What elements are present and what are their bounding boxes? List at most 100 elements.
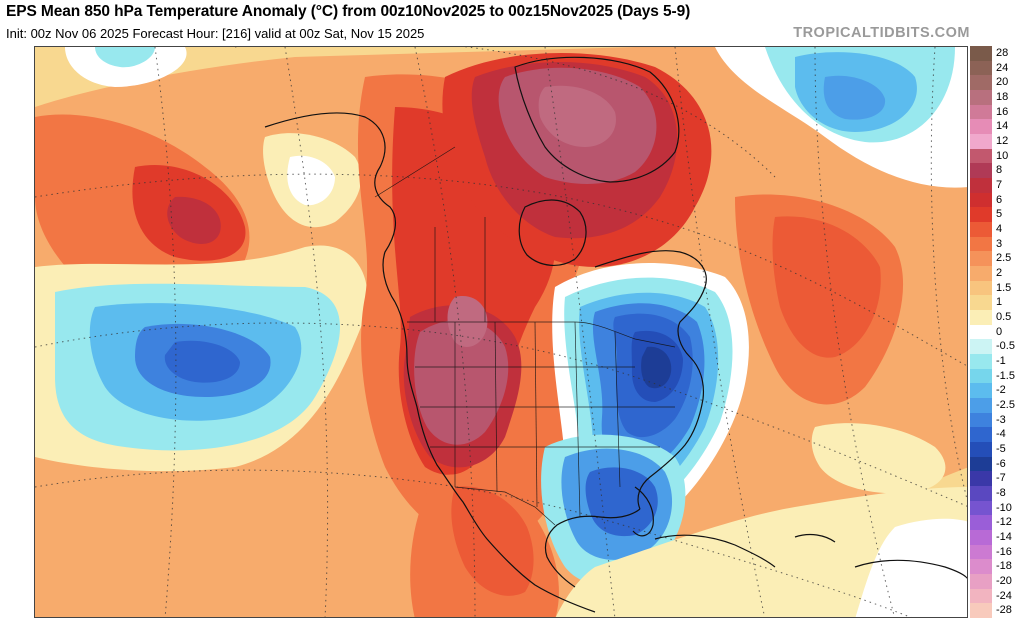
colorbar-label: -1: [996, 355, 1006, 367]
coast-pacific-nw: [394, 301, 596, 613]
field-white-alaska: [287, 155, 335, 206]
colorbar-swatch: [970, 60, 992, 76]
border-state-3: [534, 321, 538, 508]
colorbar-level: -18: [970, 559, 1024, 574]
colorbar-label: 1.5: [996, 281, 1012, 294]
coast-hudson-bay: [518, 199, 587, 266]
coast-alaska: [264, 112, 397, 303]
colorbar-level: -0.5: [970, 339, 1024, 354]
field-navy-pacific: [164, 340, 240, 383]
colorbar-label: -4: [996, 428, 1006, 441]
field-darkblue-gulf: [585, 467, 658, 537]
coast-greenland: [514, 56, 680, 183]
colorbar-label: -24: [996, 589, 1012, 602]
colorbar-level: -8: [970, 486, 1024, 501]
colorbar-swatch: [970, 442, 992, 457]
colorbar-level: -5: [970, 442, 1024, 457]
colorbar-label: -3: [996, 413, 1006, 426]
colorbar-swatch: [970, 574, 992, 589]
graticule-lon-7: [930, 47, 967, 502]
coast-gulf: [544, 508, 641, 588]
site-watermark[interactable]: TROPICALTIDBITS.COM: [793, 25, 970, 41]
colorbar-level: -1: [970, 354, 1024, 369]
coast-hispaniola: [794, 533, 836, 543]
coast-cuba: [654, 534, 776, 568]
colorbar-swatch: [970, 603, 992, 618]
colorbar-swatch: [970, 456, 992, 472]
colorbar-level: -24: [970, 588, 1024, 604]
colorbar-label: -10: [996, 501, 1012, 514]
colorbar-level: 14: [970, 119, 1024, 134]
colorbar-swatch: [970, 412, 992, 428]
field-red-mexico: [451, 486, 534, 596]
colorbar-swatch: [970, 398, 992, 413]
colorbar-swatch: [970, 588, 992, 604]
colorbar-level: 8: [970, 163, 1024, 178]
colorbar-label: -0.5: [996, 340, 1015, 353]
colorbar-label: 5: [996, 208, 1003, 221]
colorbar-level: -3: [970, 412, 1024, 428]
border-us-mexico: [454, 486, 556, 526]
colorbar-swatch: [970, 178, 992, 193]
colorbar-swatch: [970, 280, 992, 296]
colorbar-swatch: [970, 163, 992, 178]
colorbar-level: -2: [970, 383, 1024, 398]
state-borders: [374, 146, 676, 526]
colorbar-label: 2: [996, 267, 1003, 279]
colorbar-swatch: [970, 236, 992, 252]
field-pale-caribbean: [555, 487, 967, 617]
colorbar-swatch: [970, 354, 992, 369]
colorbar-swatch: [970, 383, 992, 398]
colorbar-level: 24: [970, 60, 1024, 76]
colorbar-level: -16: [970, 544, 1024, 560]
colorbar-level: 28: [970, 46, 1024, 61]
colorbar: 28 24 20 18 16 14 12 10 8 7 6 5 4 3 2.5 2 1.5 1 0.5 0 -0.5 -1…: [970, 46, 1024, 618]
colorbar-level: -2.5: [970, 398, 1024, 413]
colorbar-label: -1.5: [996, 369, 1015, 382]
colorbar-swatch: [970, 295, 992, 310]
colorbar-label: -28: [996, 604, 1012, 617]
colorbar-level: 5: [970, 207, 1024, 222]
colorbar-level: 10: [970, 148, 1024, 164]
colorbar-level: 20: [970, 75, 1024, 90]
colorbar-swatch: [970, 559, 992, 574]
colorbar-level: -4: [970, 427, 1024, 442]
colorbar-level: -1.5: [970, 368, 1024, 384]
colorbar-label: 4: [996, 223, 1003, 235]
colorbar-label: 2.5: [996, 252, 1012, 265]
colorbar-label: 14: [996, 120, 1009, 133]
colorbar-label: 7: [996, 179, 1003, 191]
colorbar-swatch: [970, 75, 992, 90]
anomaly-map[interactable]: [34, 46, 968, 618]
colorbar-level: -20: [970, 574, 1024, 589]
coast-south-america: [854, 559, 967, 579]
colorbar-level: 16: [970, 104, 1024, 120]
colorbar-label: 10: [996, 149, 1009, 162]
colorbar-label: 3: [996, 237, 1003, 250]
field-magenta-greenland-core: [538, 85, 616, 147]
colorbar-level: -12: [970, 515, 1024, 530]
colorbar-label: -14: [996, 531, 1012, 543]
colorbar-swatch: [970, 119, 992, 134]
graticule-lon-6: [814, 47, 896, 617]
colorbar-label: -2: [996, 384, 1006, 397]
colorbar-swatch: [970, 134, 992, 149]
colorbar-swatch: [970, 310, 992, 325]
border-state-4: [574, 321, 581, 518]
colorbar-label: -7: [996, 472, 1006, 485]
colorbar-label: 12: [996, 135, 1009, 147]
field-white-caribbean: [855, 518, 967, 617]
header: EPS Mean 850 hPa Temperature Anomaly (°C…: [0, 0, 1024, 46]
coast-us-east: [637, 356, 705, 510]
colorbar-swatch: [970, 368, 992, 384]
colorbar-label: -12: [996, 516, 1012, 529]
colorbar-level: 4: [970, 222, 1024, 237]
colorbar-swatch: [970, 515, 992, 530]
colorbar-label: 18: [996, 91, 1009, 103]
colorbar-label: -20: [996, 575, 1012, 587]
colorbar-level: -6: [970, 456, 1024, 472]
colorbar-swatch: [970, 486, 992, 501]
colorbar-label: -5: [996, 443, 1006, 455]
colorbar-level: 1: [970, 295, 1024, 310]
colorbar-label: 1: [996, 296, 1003, 309]
